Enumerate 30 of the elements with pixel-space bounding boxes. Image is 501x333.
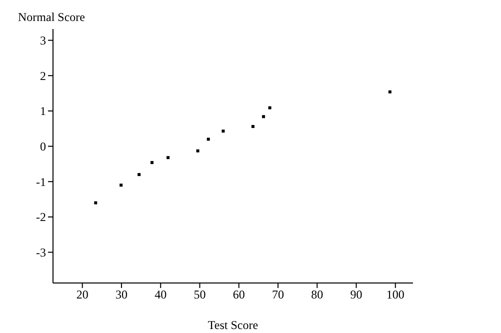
x-tick-label: 30 [115,288,128,302]
point [150,161,154,164]
x-tick-label: 50 [194,288,206,302]
x-tick-label: 20 [76,288,88,302]
y-axis-title: Normal Score [18,10,85,25]
y-tick-label: 3 [40,34,46,48]
x-axis-title: Test Score [208,318,258,332]
y-tick-label: -2 [36,210,46,224]
point [138,173,141,176]
x-tick-label: 70 [272,288,284,302]
point [222,130,225,133]
y-tick-label: 1 [40,104,46,118]
y-tick-label: 2 [40,68,46,83]
point [166,156,170,160]
point [268,106,272,110]
point [262,115,266,118]
point [206,138,210,141]
x-tick-label: 100 [386,288,404,302]
x-tick-label: 60 [232,288,245,302]
y-tick-label: 0 [40,140,46,154]
point [94,201,98,204]
point [251,125,254,128]
x-tick-label: 80 [311,288,324,302]
y-tick-label: -3 [36,246,46,260]
point [196,149,200,152]
x-tick-label: 40 [154,288,167,302]
point [120,184,123,187]
x-tick-label: 90 [350,288,362,302]
y-tick-label: -1 [36,174,46,189]
point [388,90,392,94]
